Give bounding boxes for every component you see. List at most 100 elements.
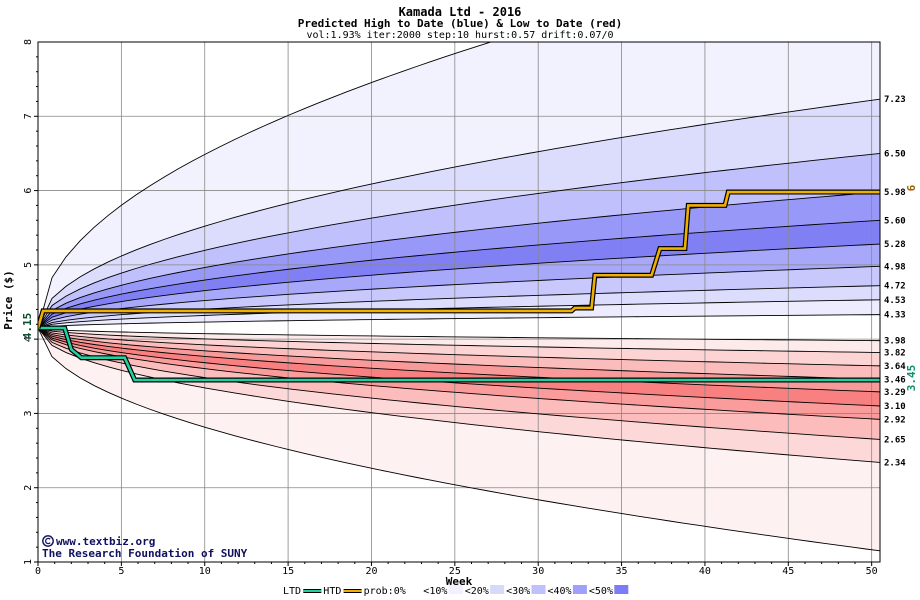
low-band-9 <box>38 328 880 463</box>
band-end-label-5.28: 5.28 <box>884 240 906 250</box>
legend-swatch-7 <box>614 585 629 594</box>
band-end-label-3.10: 3.10 <box>884 402 906 412</box>
high-band-10 <box>38 42 880 328</box>
high-boundary-7 <box>38 191 880 329</box>
high-band-7 <box>38 192 880 328</box>
chart-title: Kamada Ltd - 2016 <box>399 5 522 19</box>
band-end-label-5.60: 5.60 <box>884 216 906 226</box>
low-band-8 <box>38 328 880 440</box>
y-tick-label-5: 5 <box>23 262 34 268</box>
plot-frame <box>37 41 881 563</box>
x-tick-label-0: 0 <box>35 566 41 577</box>
y-axis-label: Price ($) <box>2 270 15 330</box>
low-band-3 <box>38 328 880 366</box>
band-end-label-7.23: 7.23 <box>884 95 906 105</box>
y-tick-label-2: 2 <box>23 485 34 491</box>
legend-label-5: <30% <box>506 586 530 597</box>
low-boundary-4 <box>38 327 880 380</box>
ltd-end-label: 3.45 <box>905 365 918 392</box>
legend-label-6: <40% <box>548 586 572 597</box>
high-band-8 <box>38 153 880 328</box>
legend-label-3: <10% <box>423 586 447 597</box>
legend-swatch-2 <box>407 585 422 594</box>
x-tick-label-25: 25 <box>449 566 461 577</box>
high-band-1 <box>38 314 880 328</box>
high-boundary-4 <box>38 265 880 329</box>
high-boundary-2 <box>38 299 880 329</box>
band-end-label-2.65: 2.65 <box>884 435 906 445</box>
low-band-4 <box>38 328 880 380</box>
high-boundary-5 <box>38 243 880 329</box>
grid-lines <box>38 42 880 562</box>
low-band-2 <box>38 328 880 353</box>
band-end-label-4.33: 4.33 <box>884 311 906 321</box>
band-end-label-2.34: 2.34 <box>884 458 906 468</box>
band-end-label-6.50: 6.50 <box>884 149 906 159</box>
low-boundary-3 <box>38 327 880 367</box>
legend-swatch-4 <box>490 585 505 594</box>
x-tick-label-30: 30 <box>532 566 544 577</box>
low-band-10 <box>38 328 880 551</box>
start-price-label: 4.15 <box>21 313 34 340</box>
low-boundary-2 <box>38 327 880 353</box>
low-band-1 <box>38 328 880 341</box>
band-end-label-4.98: 4.98 <box>884 262 906 272</box>
band-end-label-3.82: 3.82 <box>884 349 906 359</box>
x-axis-label: Week <box>446 575 473 588</box>
credit-org: The Research Foundation of SUNY <box>42 547 248 560</box>
band-end-label-3.98: 3.98 <box>884 337 906 347</box>
legend-swatch-5 <box>531 585 546 594</box>
x-tick-label-10: 10 <box>199 566 211 577</box>
band-end-label-4.53: 4.53 <box>884 296 906 306</box>
credit-url[interactable]: www.textbiz.org <box>56 535 155 548</box>
band-boundaries <box>38 42 880 552</box>
high-band-3 <box>38 285 880 328</box>
high-boundary-8 <box>38 152 880 329</box>
y-tick-label-8: 8 <box>23 39 34 45</box>
low-band-5 <box>38 328 880 392</box>
band-end-label-2.92: 2.92 <box>884 415 906 425</box>
y-tick-label-6: 6 <box>23 188 34 194</box>
high-band-4 <box>38 266 880 328</box>
legend-label-4: <20% <box>465 586 489 597</box>
copyright-icon <box>42 535 54 547</box>
low-boundary-5 <box>38 327 880 393</box>
y-tick-label-1: 1 <box>23 559 34 565</box>
x-tick-label-50: 50 <box>866 566 878 577</box>
series-lines <box>38 189 880 383</box>
legend-swatch-6 <box>572 585 587 594</box>
legend-label-1: HTD <box>323 586 341 597</box>
band-end-labels: 4.33 4.53 4.72 4.98 5.28 5.60 5.98 6.50 7.23 3.98… <box>884 95 906 468</box>
high-boundary-1 <box>38 314 880 329</box>
x-tick-label-5: 5 <box>118 566 124 577</box>
low-boundary-7 <box>38 327 880 420</box>
legend-swatch-3 <box>448 585 463 594</box>
low-boundary-1 <box>38 327 880 342</box>
chart-subtitle: Predicted High to Date (blue) & Low to D… <box>298 17 623 30</box>
legend-label-2: prob:0% <box>364 586 406 597</box>
high-band-9 <box>38 99 880 328</box>
y-tick-label-4: 4 <box>23 336 34 342</box>
band-end-label-5.98: 5.98 <box>884 188 906 198</box>
high-boundary-10 <box>38 42 493 329</box>
low-band-6 <box>38 328 880 406</box>
band-end-label-3.46: 3.46 <box>884 375 906 385</box>
x-tick-label-15: 15 <box>282 566 294 577</box>
chart-params: vol:1.93% iter:2000 step:10 hurst:0.57 d… <box>306 30 613 41</box>
legend-label-0: LTD <box>283 586 301 597</box>
low-boundary-8 <box>38 327 880 440</box>
low-boundary-10 <box>38 327 880 552</box>
x-tick-label-45: 45 <box>782 566 794 577</box>
band-end-label-3.29: 3.29 <box>884 388 906 398</box>
ltd-series-line <box>38 326 880 382</box>
band-end-label-3.64: 3.64 <box>884 362 906 372</box>
band-end-label-4.72: 4.72 <box>884 282 906 292</box>
x-tick-label-35: 35 <box>616 566 628 577</box>
legend-label-7: <50% <box>589 586 613 597</box>
low-boundary-9 <box>38 327 880 463</box>
y-tick-label-7: 7 <box>23 113 34 119</box>
x-tick-label-20: 20 <box>365 566 377 577</box>
legend: LTD HTD prob:0% <10% <20% <30% <40% <50% <box>283 585 629 597</box>
